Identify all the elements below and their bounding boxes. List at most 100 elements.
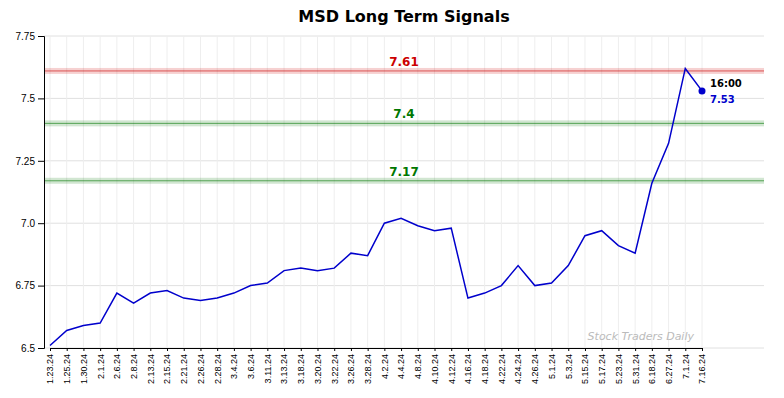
x-tick-label: 4.22.24 [497,354,507,384]
grid-line-x [183,36,184,348]
x-tick-label: 5.3.24 [564,354,574,379]
x-axis: 1.23.241.25.241.30.242.1.242.6.242.8.242… [45,348,707,384]
grid-line-x [668,36,669,348]
x-tick-label: 3.6.24 [246,354,256,379]
x-tick: 2.28.24 [213,348,223,384]
y-axis-line [38,37,45,349]
grid-line-x [367,36,368,348]
x-tick-mark [267,348,268,351]
x-tick-mark [435,348,436,351]
grid-line-x [568,36,569,348]
x-tick: 1.25.24 [62,348,72,384]
line [50,68,702,345]
grid-line-y [44,98,764,99]
grid-line-x [551,36,552,348]
y-tick: 7.5 [21,93,44,104]
x-tick-mark [200,348,201,351]
reference-labels: 7.617.47.17 [389,55,419,179]
y-tick-label: 6.75 [16,280,36,291]
x-tick-label: 3.22.24 [330,354,340,384]
x-tick-mark [585,348,586,351]
x-tick: 4.22.24 [497,348,507,384]
x-tick-label: 3.26.24 [346,354,356,384]
x-tick-label: 2.28.24 [213,354,223,384]
grid-line-x [233,36,234,348]
x-tick-label: 4.8.24 [413,354,423,379]
x-tick: 7.16.24 [697,348,707,384]
x-tick: 4.12.24 [447,348,457,384]
x-tick: 4.10.24 [430,348,440,384]
grid [44,36,764,348]
x-tick: 2.21.24 [179,348,189,384]
grid-line-x [50,36,51,348]
chart: 1.23.241.25.241.30.242.1.242.6.242.8.242… [0,0,784,398]
x-tick-mark [117,348,118,351]
x-tick: 1.23.24 [45,348,55,384]
x-tick-label: 5.17.24 [597,354,607,384]
x-tick-label: 3.11.24 [263,354,273,383]
x-tick-mark [702,348,703,351]
x-tick: 5.1.24 [547,348,557,379]
end-value: 7.53 [710,94,735,105]
x-tick-label: 4.2.24 [380,354,390,379]
grid-line-y [44,160,764,161]
x-tick-label: 3.4.24 [229,354,239,379]
x-tick: 3.6.24 [246,348,256,379]
reference-line [44,180,764,181]
x-tick: 2.26.24 [196,348,206,384]
x-tick: 4.18.24 [480,348,490,384]
x-tick: 5.23.24 [614,348,624,384]
x-tick-label: 5.23.24 [614,354,624,384]
y-tick: 7.75 [16,31,44,42]
x-tick: 3.18.24 [296,348,306,384]
y-tick-label: 7.25 [16,156,36,167]
x-tick: 5.17.24 [597,348,607,384]
x-tick-label: 2.6.24 [112,354,122,379]
x-tick: 4.8.24 [413,348,423,379]
x-tick-mark [501,348,502,351]
x-tick-mark [334,348,335,351]
grid-line-x [702,36,703,348]
x-axis-line [51,349,703,352]
x-tick-mark [67,348,68,351]
x-tick-label: 3.13.24 [279,354,289,384]
x-tick-label: 4.18.24 [480,354,490,384]
x-tick-label: 4.16.24 [463,354,473,384]
grid-line-x [685,36,686,348]
x-tick-label: 3.28.24 [363,354,373,384]
y-tick-mark [38,348,44,349]
grid-line-x [284,36,285,348]
x-tick-label: 7.16.24 [697,354,707,384]
x-tick: 5.15.24 [580,348,590,384]
x-tick-mark [351,348,352,351]
plot-area: 1.23.241.25.241.30.242.1.242.6.242.8.242… [16,31,764,384]
grid-line-x [267,36,268,348]
x-tick-mark [518,348,519,351]
grid-line-x [601,36,602,348]
x-tick-label: 2.8.24 [129,354,139,379]
grid-line-x [116,36,117,348]
x-tick: 4.4.24 [396,348,406,379]
x-tick: 2.1.24 [96,348,106,379]
x-tick-label: 5.31.24 [631,354,641,384]
x-tick: 2.15.24 [162,348,172,384]
x-tick-mark [401,348,402,351]
grid-line-x [250,36,251,348]
x-tick-mark [167,348,168,351]
x-tick-label: 1.25.24 [62,354,72,384]
x-tick: 7.1.24 [681,348,691,379]
x-tick-label: 5.15.24 [580,354,590,384]
y-tick-label: 7.5 [21,93,35,104]
x-tick-mark [418,348,419,351]
x-tick-mark [652,348,653,351]
x-tick: 6.18.24 [647,348,657,384]
x-tick-mark [685,348,686,351]
x-tick-label: 7.1.24 [681,354,691,379]
y-tick-mark [38,223,44,224]
x-tick-mark [301,348,302,351]
grid-line-x [534,36,535,348]
x-tick-label: 1.23.24 [45,354,55,384]
x-tick-mark [234,348,235,351]
reference-label: 7.17 [389,165,419,179]
x-tick: 2.13.24 [146,348,156,384]
